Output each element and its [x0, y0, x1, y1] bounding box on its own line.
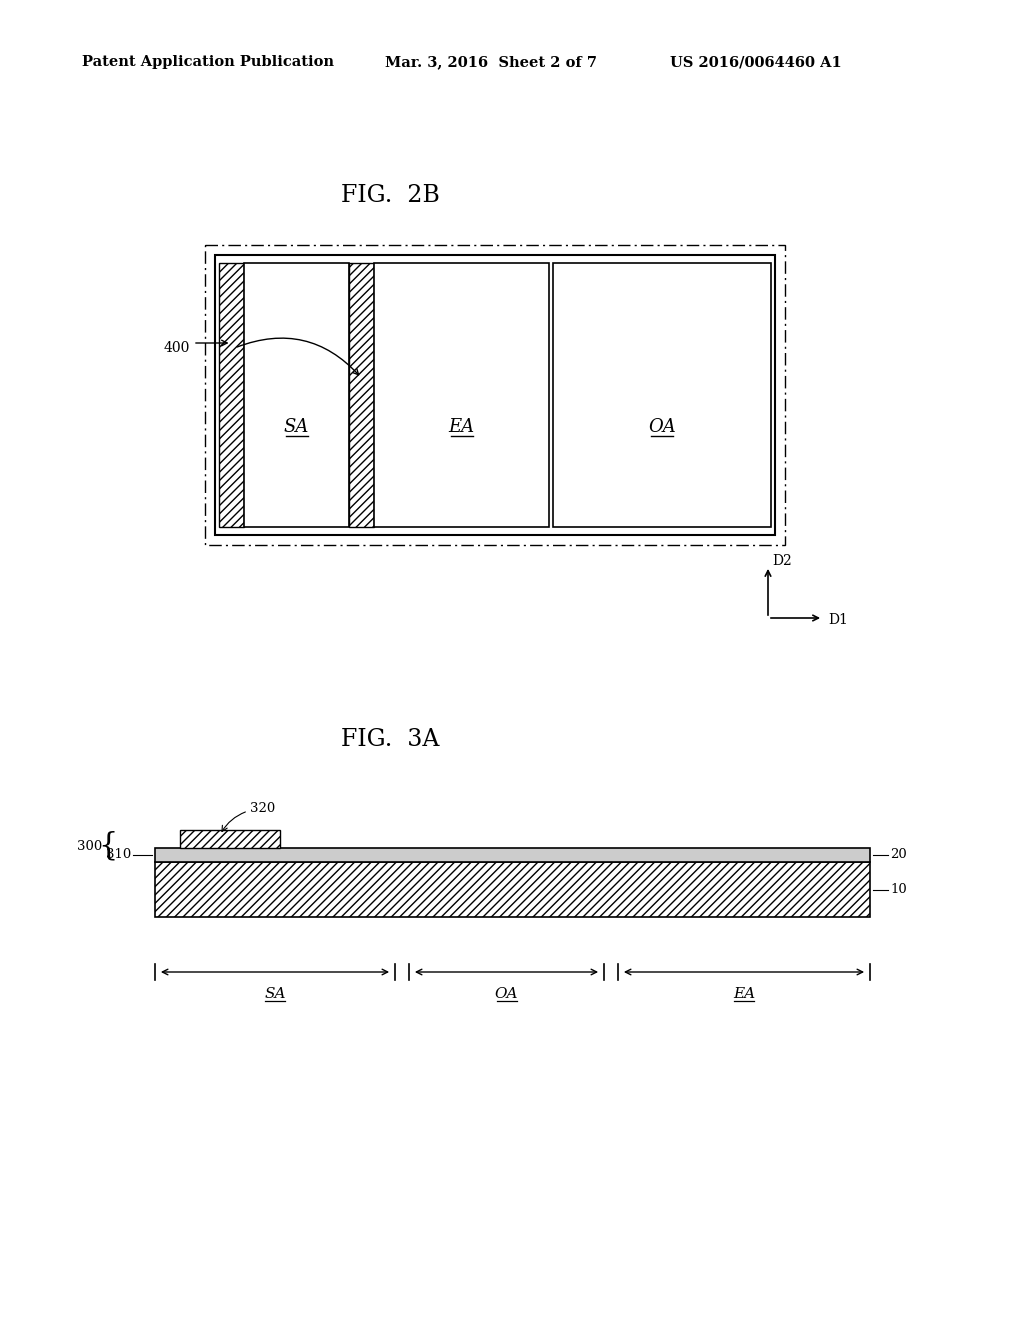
Text: D1: D1: [828, 612, 848, 627]
Text: 10: 10: [890, 883, 906, 896]
Bar: [374, 263, 549, 527]
Text: SA: SA: [264, 987, 286, 1001]
Bar: [155, 847, 870, 862]
Text: OA: OA: [648, 417, 676, 436]
Bar: [155, 862, 870, 917]
Text: 300: 300: [77, 840, 102, 853]
Text: 400: 400: [164, 341, 190, 355]
Text: FIG.  2B: FIG. 2B: [341, 183, 439, 206]
Text: {: {: [98, 830, 118, 862]
Bar: [349, 263, 374, 527]
Text: 320: 320: [250, 801, 275, 814]
Bar: [219, 263, 244, 527]
Bar: [553, 263, 771, 527]
Text: 20: 20: [890, 849, 906, 862]
Bar: [244, 263, 349, 527]
Text: D2: D2: [772, 554, 792, 568]
Text: SA: SA: [284, 417, 309, 436]
Text: US 2016/0064460 A1: US 2016/0064460 A1: [670, 55, 842, 69]
Text: FIG.  3A: FIG. 3A: [341, 729, 439, 751]
Text: EA: EA: [733, 987, 755, 1001]
Text: 310: 310: [105, 849, 131, 862]
Bar: [205, 246, 785, 545]
Text: EA: EA: [449, 417, 474, 436]
Bar: [180, 830, 280, 847]
Bar: [215, 255, 775, 535]
Text: Patent Application Publication: Patent Application Publication: [82, 55, 334, 69]
Text: OA: OA: [495, 987, 518, 1001]
Text: Mar. 3, 2016  Sheet 2 of 7: Mar. 3, 2016 Sheet 2 of 7: [385, 55, 597, 69]
